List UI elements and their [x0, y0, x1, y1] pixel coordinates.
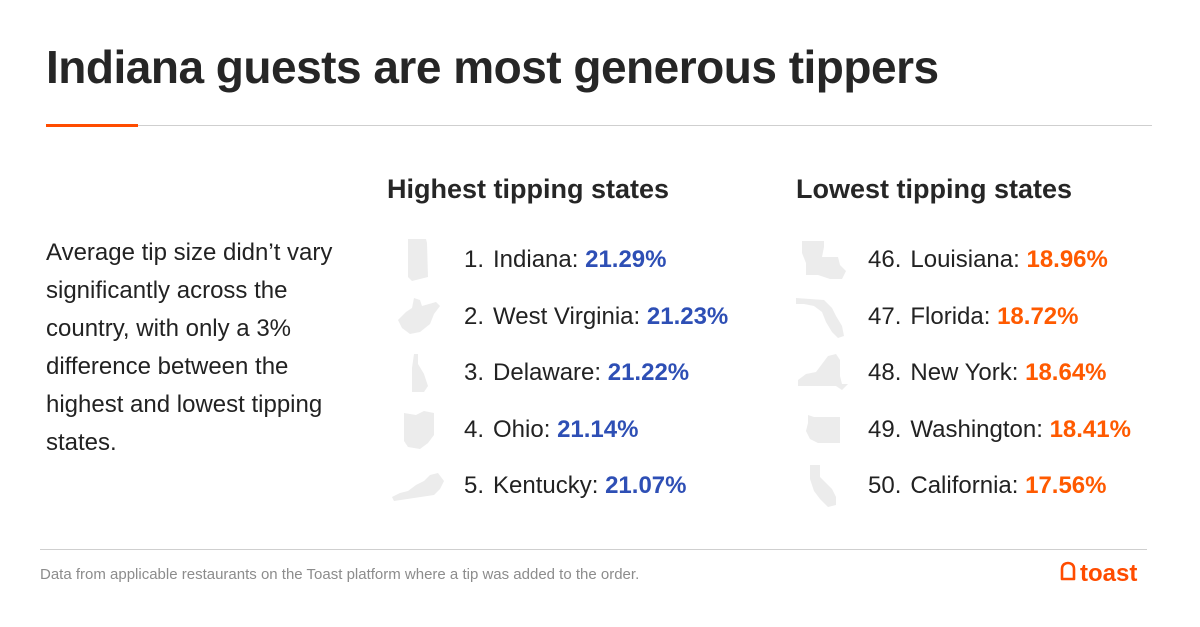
florida-shape-icon [792, 294, 852, 340]
state-name: Washington: [910, 415, 1043, 443]
rank: 1. [464, 246, 485, 274]
state-name: Florida: [910, 302, 991, 330]
highest-heading: Highest tipping states [387, 174, 670, 204]
tip-percentage: 18.41% [1049, 415, 1131, 443]
delaware-shape-icon [388, 350, 448, 396]
new-york-shape-icon [792, 350, 852, 396]
list-item: 46. Louisiana: 18.96% [792, 232, 1131, 289]
kentucky-shape-icon [388, 463, 448, 509]
toast-logo-icon [1058, 560, 1080, 588]
state-name: Indiana: [493, 246, 579, 274]
tip-percentage: 17.56% [1025, 472, 1107, 500]
entry: 1. Indiana: 21.29% [464, 246, 667, 274]
title-divider [138, 125, 1152, 126]
entry: 46. Louisiana: 18.96% [868, 246, 1108, 274]
list-item: 3. Delaware: 21.22% [388, 345, 728, 402]
page-title: Indiana guests are most generous tippers [46, 41, 939, 93]
entry: 3. Delaware: 21.22% [464, 359, 689, 387]
list-item: 50. California: 17.56% [792, 458, 1131, 515]
entry: 5. Kentucky: 21.07% [464, 472, 686, 500]
ohio-shape-icon [388, 407, 448, 453]
list-item: 5. Kentucky: 21.07% [388, 458, 728, 515]
tip-percentage: 21.14% [557, 415, 639, 443]
list-item: 2. West Virginia: 21.23% [388, 289, 728, 346]
rank: 49. [868, 415, 902, 443]
state-name: California: [910, 472, 1019, 500]
rank: 50. [868, 472, 902, 500]
state-name: Louisiana: [910, 246, 1020, 274]
tip-percentage: 21.07% [605, 472, 687, 500]
state-name: West Virginia: [493, 302, 641, 330]
rank: 48. [868, 359, 902, 387]
toast-logo: toast [1058, 560, 1137, 588]
toast-logo-text: toast [1080, 560, 1138, 587]
list-item: 1. Indiana: 21.29% [388, 232, 728, 289]
indiana-shape-icon [388, 237, 448, 283]
state-name: Delaware: [493, 359, 602, 387]
entry: 48. New York: 18.64% [868, 359, 1107, 387]
tip-percentage: 18.72% [997, 302, 1079, 330]
tip-percentage: 18.96% [1026, 246, 1108, 274]
tip-percentage: 21.22% [607, 359, 690, 387]
list-item: 49. Washington: 18.41% [792, 402, 1131, 459]
rank: 3. [464, 359, 485, 387]
lowest-list: 46. Louisiana: 18.96% 47. Florida: 18.72% … [792, 232, 1131, 515]
washington-shape-icon [792, 407, 852, 453]
entry: 4. Ohio: 21.14% [464, 416, 638, 444]
footnote: Data from applicable restaurants on the … [40, 566, 640, 583]
rank: 4. [464, 415, 485, 443]
state-name: Ohio: [493, 415, 551, 443]
entry: 50. California: 17.56% [868, 472, 1107, 500]
footer-divider [40, 549, 1147, 550]
rank: 47. [868, 302, 902, 330]
state-name: Kentucky: [493, 472, 599, 500]
list-item: 48. New York: 18.64% [792, 345, 1131, 402]
rank: 2. [464, 302, 485, 330]
intro-text: Average tip size didn’t vary significant… [46, 239, 333, 456]
list-item: 47. Florida: 18.72% [792, 289, 1131, 346]
rank: 46. [868, 246, 902, 274]
lowest-heading: Lowest tipping states [796, 174, 1073, 204]
tip-percentage: 18.64% [1025, 359, 1107, 387]
highest-list: 1. Indiana: 21.29% 2. West Virginia: 21.23… [388, 232, 728, 515]
list-item: 4. Ohio: 21.14% [388, 402, 728, 459]
title-accent-bar [46, 124, 138, 127]
west-virginia-shape-icon [388, 294, 448, 340]
entry: 49. Washington: 18.41% [868, 416, 1131, 444]
entry: 2. West Virginia: 21.23% [464, 303, 728, 331]
california-shape-icon [792, 463, 852, 509]
tip-percentage: 21.29% [585, 246, 667, 274]
state-name: New York: [910, 359, 1019, 387]
entry: 47. Florida: 18.72% [868, 303, 1078, 331]
rank: 5. [464, 472, 485, 500]
louisiana-shape-icon [792, 237, 852, 283]
tip-percentage: 21.23% [646, 302, 729, 330]
